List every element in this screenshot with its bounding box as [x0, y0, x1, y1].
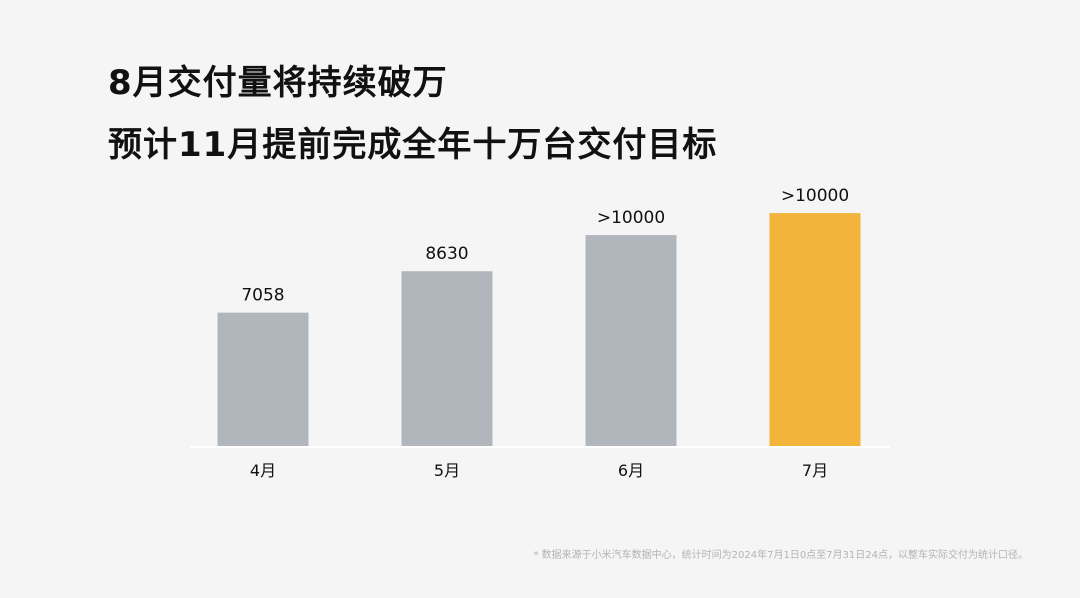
- bar-5月: [401, 271, 493, 446]
- category-label-4月: 4月: [250, 461, 276, 480]
- bar-6月: [585, 235, 677, 446]
- title-line-2: 预计11月提前完成全年十万台交付目标: [108, 125, 718, 165]
- chart-title: 8月交付量将持续破万 预计11月提前完成全年十万台交付目标: [108, 52, 717, 176]
- category-label-7月: 7月: [802, 461, 828, 480]
- title-line-1: 8月交付量将持续破万: [108, 63, 448, 103]
- labels-group: 7058 4月 8630 5月 >10000 6月 >10000 7月: [241, 186, 849, 480]
- data-source-footnote: * 数据来源于小米汽车数据中心，统计时间为2024年7月1日0点至7月31日24…: [533, 550, 1028, 561]
- category-label-6月: 6月: [618, 461, 644, 480]
- bars-group: [217, 213, 861, 446]
- category-label-5月: 5月: [434, 461, 460, 480]
- bar-4月: [217, 312, 309, 446]
- data-label-4月: 7058: [241, 286, 284, 306]
- data-label-7月: >10000: [781, 186, 849, 206]
- data-label-5月: 8630: [425, 244, 468, 264]
- bar-7月: [769, 213, 861, 446]
- data-label-6月: >10000: [597, 208, 665, 228]
